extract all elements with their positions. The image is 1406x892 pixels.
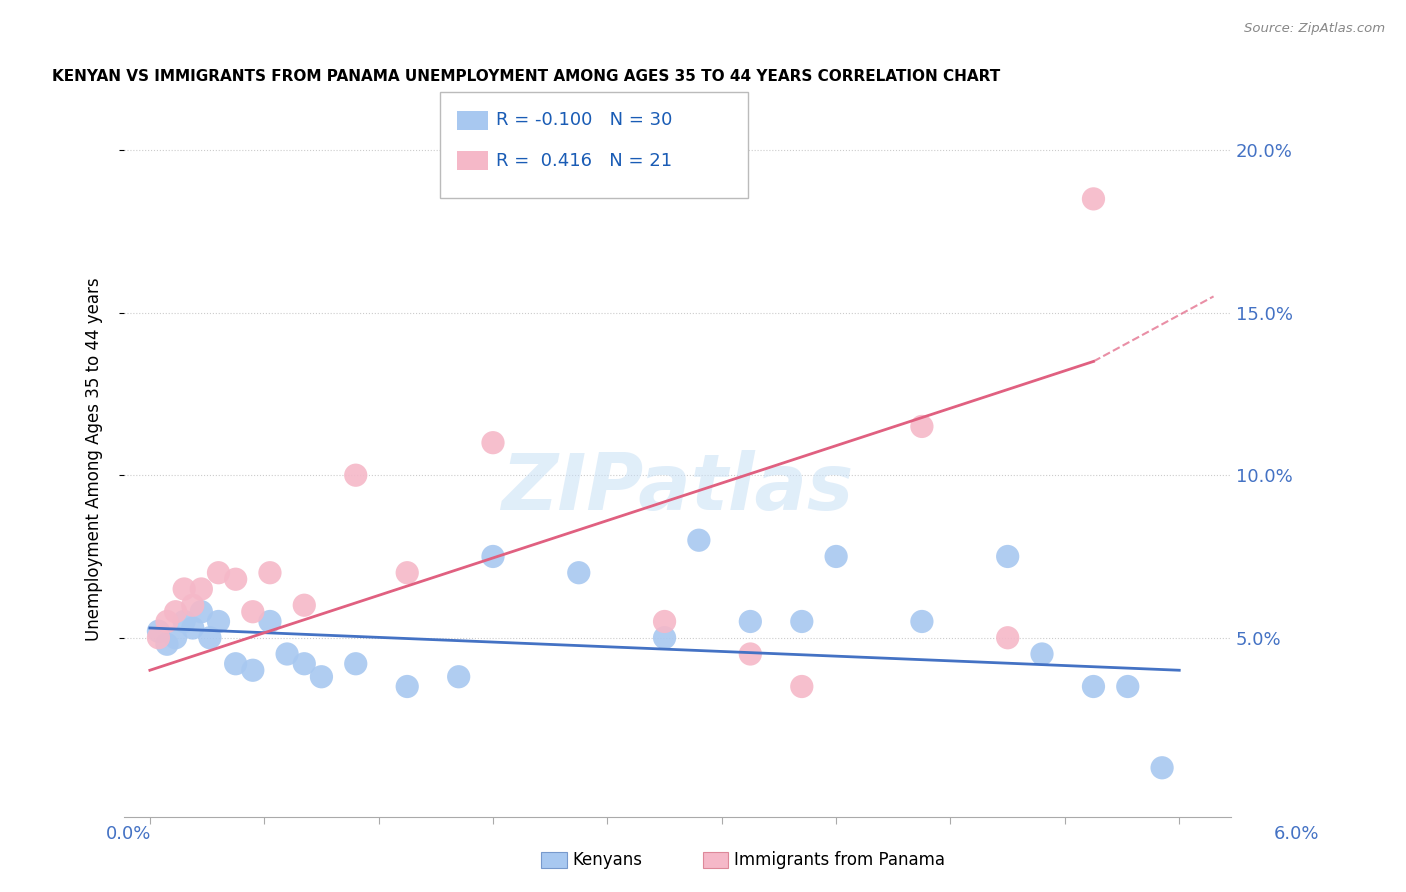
Point [156,637,179,651]
Point [225,657,247,671]
Point [482,549,505,564]
Text: Kenyans: Kenyans [572,851,643,869]
Point [173,615,195,629]
Point [190,582,212,596]
Point [1152,761,1174,775]
Point [1083,192,1105,206]
Y-axis label: Unemployment Among Ages 35 to 44 years: Unemployment Among Ages 35 to 44 years [86,277,103,640]
Point [165,605,187,619]
Point [344,657,367,671]
Point [292,599,315,613]
Point [1083,680,1105,694]
Point [181,621,204,635]
Point [740,647,762,661]
Point [292,657,315,671]
Point [568,566,591,580]
Point [190,605,212,619]
Point [198,631,221,645]
Point [276,647,298,661]
Point [1116,680,1139,694]
Point [790,680,813,694]
Text: Source: ZipAtlas.com: Source: ZipAtlas.com [1244,22,1385,36]
Point [173,582,195,596]
Point [997,631,1019,645]
Point [568,160,591,174]
Point [259,615,281,629]
Title: KENYAN VS IMMIGRANTS FROM PANAMA UNEMPLOYMENT AMONG AGES 35 TO 44 YEARS CORRELAT: KENYAN VS IMMIGRANTS FROM PANAMA UNEMPLO… [52,69,1001,84]
Point [911,615,934,629]
Point [396,566,419,580]
Point [148,631,170,645]
Point [207,566,229,580]
Point [165,631,187,645]
Point [311,670,333,684]
Text: R = -0.100   N = 30: R = -0.100 N = 30 [496,112,672,129]
Point [181,599,204,613]
Point [242,663,264,677]
Point [225,572,247,586]
Text: 6.0%: 6.0% [1274,825,1319,843]
Point [654,631,676,645]
Text: ZIPatlas: ZIPatlas [502,450,853,525]
Text: Immigrants from Panama: Immigrants from Panama [734,851,945,869]
Point [396,680,419,694]
Point [997,549,1019,564]
Point [654,615,676,629]
Point [688,533,710,548]
Point [207,615,229,629]
Point [148,624,170,639]
Point [344,468,367,483]
Text: 0.0%: 0.0% [105,825,150,843]
Point [242,605,264,619]
Point [482,435,505,450]
Point [447,670,470,684]
Text: R =  0.416   N = 21: R = 0.416 N = 21 [496,152,672,169]
Point [1031,647,1053,661]
Point [825,549,848,564]
Point [790,615,813,629]
Point [156,615,179,629]
Point [259,566,281,580]
Point [740,615,762,629]
Point [911,419,934,434]
